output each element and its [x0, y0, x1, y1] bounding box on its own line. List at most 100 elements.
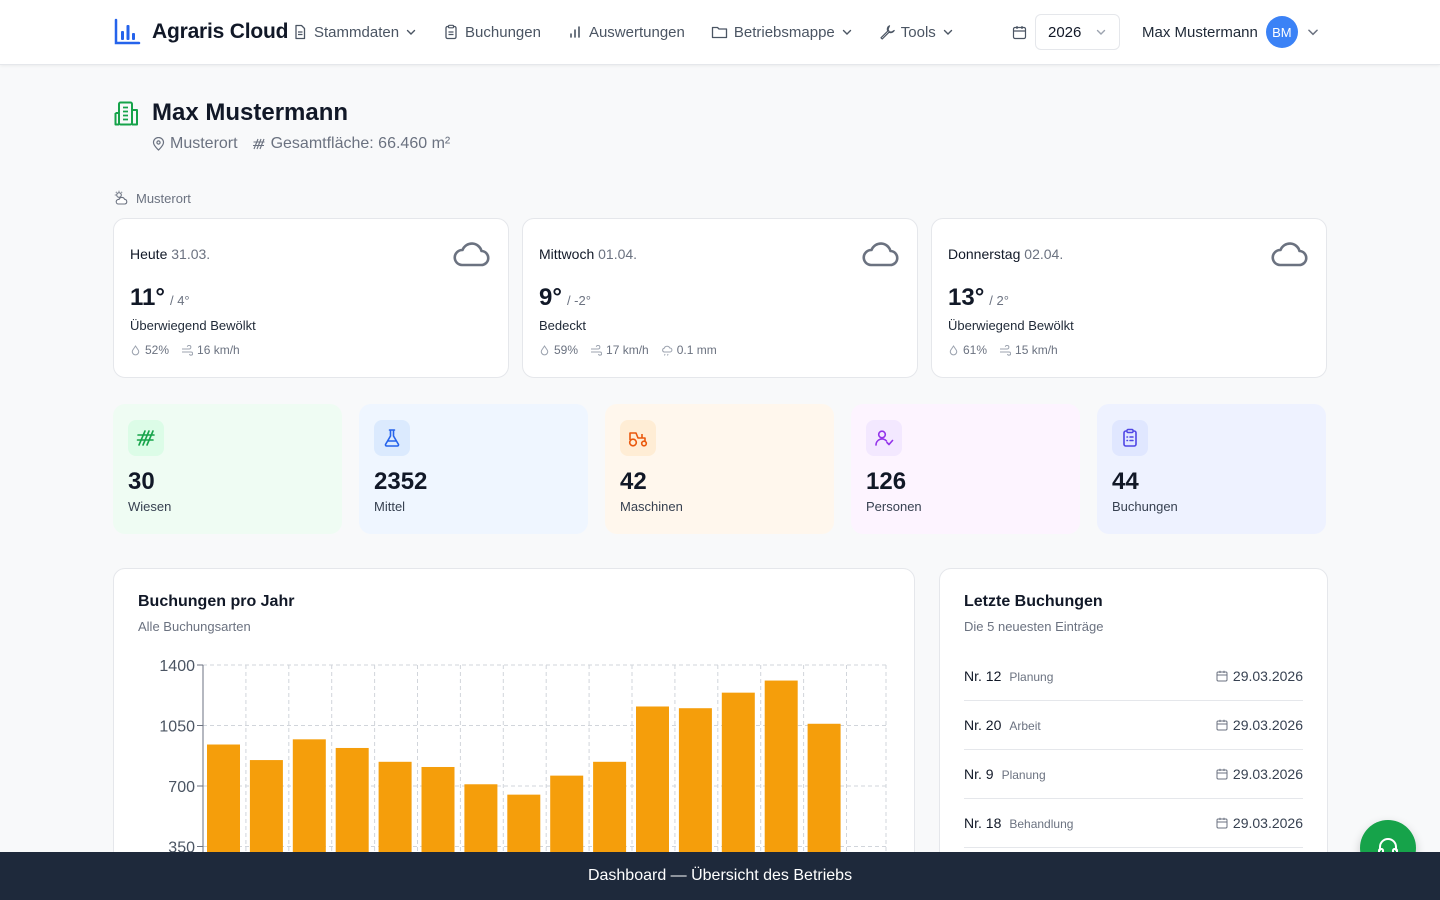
booking-number: Nr. 12	[964, 668, 1002, 684]
y-tick-label: 1050	[159, 719, 195, 736]
temp-high: 13°	[948, 284, 985, 311]
booking-item[interactable]: Nr. 12 Planung 29.03.2026	[964, 652, 1303, 701]
weather-date: 02.04.	[1024, 246, 1064, 262]
avatar: BM	[1265, 16, 1298, 48]
weather-date: 31.03.	[171, 246, 211, 262]
droplet-icon	[540, 344, 549, 355]
humidity: 59%	[539, 343, 578, 357]
nav-stammdaten[interactable]: Stammdaten	[292, 24, 417, 41]
cloud-icon	[1271, 242, 1308, 267]
booking-type: Planung	[1009, 670, 1054, 684]
nav-tools[interactable]: Tools	[879, 24, 954, 41]
chart-subtitle: Alle Buchungsarten	[138, 619, 251, 634]
tractor-icon	[628, 432, 648, 447]
wind-icon	[591, 344, 603, 356]
wind-icon	[182, 344, 194, 356]
booking-item[interactable]: Nr. 9 Planung 29.03.2026	[964, 750, 1303, 799]
chevron-down-icon	[1308, 29, 1318, 36]
calendar-icon	[1012, 25, 1027, 39]
weather-description: Bedeckt	[539, 318, 586, 333]
year-value: 2026	[1048, 23, 1082, 41]
booking-item[interactable]: Nr. 20 Arbeit 29.03.2026	[964, 701, 1303, 750]
recent-bookings-list: Nr. 12 Planung 29.03.2026 Nr. 20 Arbeit 29…	[964, 652, 1303, 848]
wind-icon	[1000, 344, 1012, 356]
user-name: Max Mustermann	[1142, 23, 1258, 41]
stat-label: Mittel	[374, 499, 406, 514]
booking-date: 29.03.2026	[1232, 815, 1303, 831]
chevron-down-icon	[943, 29, 952, 35]
stat-card-mittel[interactable]: 2352 Mittel	[359, 404, 588, 534]
stat-cards: 30 Wiesen 2352 Mittel 42 Maschinen 126 P…	[113, 404, 1326, 534]
calendar-icon	[1216, 670, 1228, 682]
stat-label: Wiesen	[128, 499, 172, 514]
status-footer: Dashboard — Übersicht des Betriebs	[0, 852, 1440, 900]
weather-card: Mittwoch 01.04. 9° / -2° Bedeckt 59% 17 k…	[522, 218, 918, 378]
weather-location: Musterort	[113, 190, 191, 206]
document-icon	[295, 24, 306, 40]
calendar-icon	[1216, 817, 1228, 829]
recent-bookings-panel: Letzte Buchungen Die 5 neuesten Einträge…	[939, 568, 1328, 900]
farm-header: Max Mustermann Musterort Gesamtfläche: 6…	[113, 99, 450, 153]
droplet-icon	[131, 344, 140, 355]
temp-high: 11°	[130, 284, 165, 311]
wind: 17 km/h	[590, 343, 649, 357]
stat-card-wiesen[interactable]: 30 Wiesen	[113, 404, 342, 534]
droplet-icon	[949, 344, 958, 355]
stat-icon-box	[620, 420, 656, 456]
weather-card: Donnerstag 02.04. 13° / 2° Überwiegend Be…	[931, 218, 1327, 378]
nav-stammdaten-label: Stammdaten	[314, 23, 400, 41]
wrench-icon	[880, 25, 895, 40]
stat-icon-box	[374, 420, 410, 456]
weather-day: Mittwoch 01.04.	[539, 246, 638, 262]
main-nav: Stammdaten Buchungen Auswertungen Betrie…	[292, 0, 980, 64]
rain-cloud-icon	[661, 345, 673, 356]
clipboard-list-icon	[1123, 428, 1137, 447]
year-select[interactable]: 2026	[1035, 14, 1120, 50]
temp-low: / 2°	[989, 293, 1009, 308]
building-icon	[114, 101, 138, 125]
chevron-down-icon	[842, 29, 851, 35]
map-pin-icon	[152, 137, 165, 151]
weather-forecast: Heute 31.03. 11° / 4° Überwiegend Bewölkt…	[113, 218, 1327, 378]
cloud-icon	[453, 242, 490, 267]
farm-area-text: Gesamtfläche: 66.460 m²	[270, 135, 451, 152]
booking-item[interactable]: Nr. 18 Behandlung 29.03.2026	[964, 799, 1303, 848]
stat-card-buchungen[interactable]: 44 Buchungen	[1097, 404, 1326, 534]
temp-high: 9°	[539, 284, 562, 311]
nav-tools-label: Tools	[900, 23, 936, 41]
nav-auswertungen[interactable]: Auswertungen	[567, 24, 685, 41]
booking-number: Nr. 9	[964, 766, 994, 782]
nav-auswertungen-label: Auswertungen	[588, 23, 685, 41]
booking-type: Behandlung	[1009, 817, 1074, 831]
weather-location-text: Musterort	[136, 190, 191, 206]
stat-label: Maschinen	[620, 499, 683, 514]
chevron-down-icon	[406, 29, 416, 35]
stat-card-personen[interactable]: 126 Personen	[851, 404, 1080, 534]
farm-location: Musterort	[152, 135, 238, 153]
user-menu[interactable]: Max Mustermann BM	[1142, 16, 1320, 48]
humidity: 52%	[130, 343, 169, 357]
brand[interactable]: Agraris Cloud	[113, 17, 288, 46]
chart-title: Buchungen pro Jahr	[138, 593, 295, 610]
stat-value: 126	[866, 468, 907, 495]
booking-number: Nr. 18	[964, 815, 1002, 831]
nav-buchungen[interactable]: Buchungen	[443, 24, 541, 41]
wind: 15 km/h	[999, 343, 1058, 357]
nav-betriebsmappe-label: Betriebsmappe	[733, 23, 835, 41]
wind: 16 km/h	[181, 343, 240, 357]
recent-title: Letzte Buchungen	[964, 593, 1103, 610]
chevron-down-icon	[1096, 29, 1106, 35]
booking-number: Nr. 20	[964, 717, 1002, 733]
y-tick-label: 700	[168, 779, 195, 796]
brand-name: Agraris Cloud	[152, 19, 289, 43]
nav-betriebsmappe[interactable]: Betriebsmappe	[711, 24, 853, 41]
stat-label: Personen	[866, 499, 922, 514]
y-tick-label: 1400	[159, 658, 195, 675]
stat-card-maschinen[interactable]: 42 Maschinen	[605, 404, 834, 534]
grass-icon	[252, 138, 265, 150]
folder-icon	[711, 26, 728, 39]
weather-description: Überwiegend Bewölkt	[948, 318, 1074, 333]
nav-buchungen-label: Buchungen	[465, 23, 541, 41]
stat-value: 30	[128, 468, 155, 495]
